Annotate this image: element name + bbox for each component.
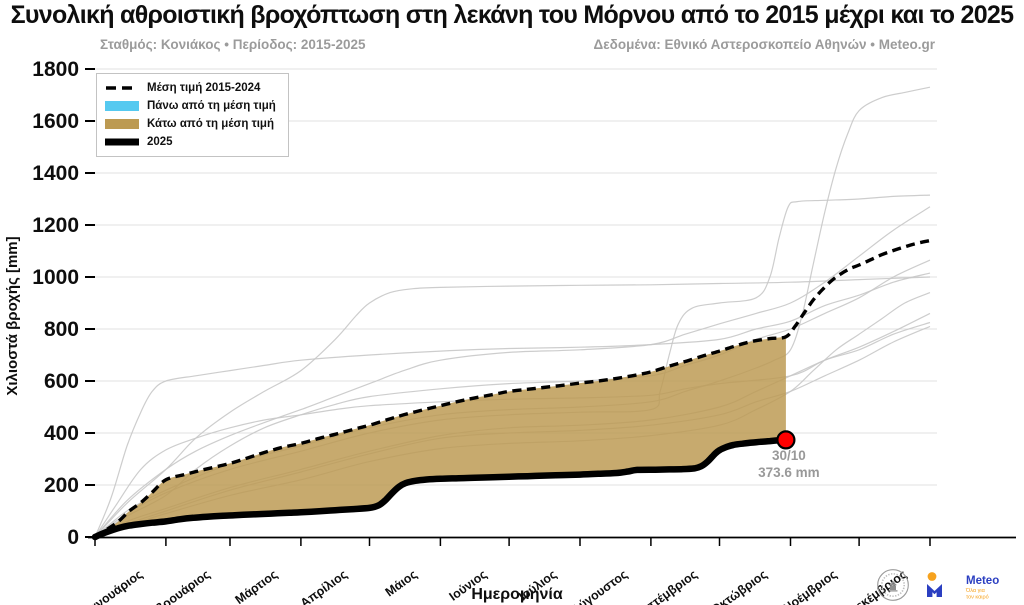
x-tick-label-Απρίλιος: Απρίλιος [298,567,350,605]
y-tick-label-1600: 1600 [32,110,79,133]
meteo-logo-text: Meteo [966,575,999,587]
data-source-subtitle: Δεδομένα: Εθνικό Αστεροσκοπείο Αθηνών • … [593,37,935,52]
legend-label: Μέση τιμή 2015-2024 [147,82,261,94]
legend: Μέση τιμή 2015-2024 Πάνω από τη μέση τιμ… [96,73,289,157]
x-tick-label-Μάρτιος: Μάρτιος [233,567,281,605]
current-endpoint-dot [776,430,796,450]
page-title: Συνολική αθροιστική βροχόπτωση στη λεκάν… [10,1,1014,29]
x-axis-title: Ημερομηνία [471,586,563,603]
year-curve-2015 [94,321,931,538]
y-tick-label-600: 600 [44,370,79,393]
dashed-line-swatch [106,86,138,90]
legend-item-above-mean: Πάνω από τη μέση τιμή [105,99,276,113]
x-tick-label-Ιανουάριος: Ιανουάριος [84,567,146,605]
y-tick-label-1200: 1200 [32,214,79,237]
y-tick-label-1800: 1800 [32,58,79,81]
x-tick-label-Οκτώβριος: Οκτώβριος [709,567,770,605]
legend-item-2025: 2025 [105,135,276,149]
legend-label: Κάτω από τη μέση τιμή [147,118,274,130]
x-tick-label-Μάιος: Μάιος [383,567,420,599]
y-tick-label-0: 0 [67,526,79,549]
meteo-tagline-line1: Όλα για [965,588,986,594]
legend-item-below-mean: Κάτω από τη μέση τιμή [105,117,276,131]
y-tick-label-200: 200 [44,474,79,497]
meteo-logo: Meteo Όλα για τον καιρό [927,572,999,601]
year-curve-2019 [94,206,931,538]
x-tick-label-Νοέμβριος: Νοέμβριος [780,567,839,605]
x-tick-label-Αύγουστος: Αύγουστος [568,567,630,605]
year-curve-2024 [94,276,931,538]
x-tick-label-Φεβρουάριος: Φεβρουάριος [140,567,213,605]
below-mean-fill-area [95,336,786,537]
x-tick-label-Σεπτέμβριος: Σεπτέμβριος [631,567,700,605]
current-year-curve [91,436,790,541]
annotation-value: 373.6 mm [758,465,820,480]
station-subtitle: Σταθμός: Κονιάκος • Περίοδος: 2015-2025 [100,37,366,52]
y-tick-label-1000: 1000 [32,266,79,289]
mean-curve [94,238,931,539]
below-mean-swatch [105,119,139,129]
observatory-seal-icon [877,569,909,601]
year-curve-2018 [94,259,931,538]
above-mean-swatch [105,101,139,111]
annotation-date: 30/10 [772,448,806,463]
footer-logos: Meteo Όλα για τον καιρό [876,568,1014,602]
legend-item-mean: Μέση τιμή 2015-2024 [105,81,276,95]
thick-line-swatch [105,138,139,146]
y-tick-label-800: 800 [44,318,79,341]
y-tick-label-1400: 1400 [32,162,79,185]
y-axis-title: Χιλιοστά βροχής [mm] [4,236,21,395]
legend-label: 2025 [147,136,173,148]
legend-label: Πάνω από τη μέση τιμή [147,100,276,112]
y-tick-label-400: 400 [44,422,79,445]
meteo-tagline-line2: τον καιρό [966,594,989,601]
